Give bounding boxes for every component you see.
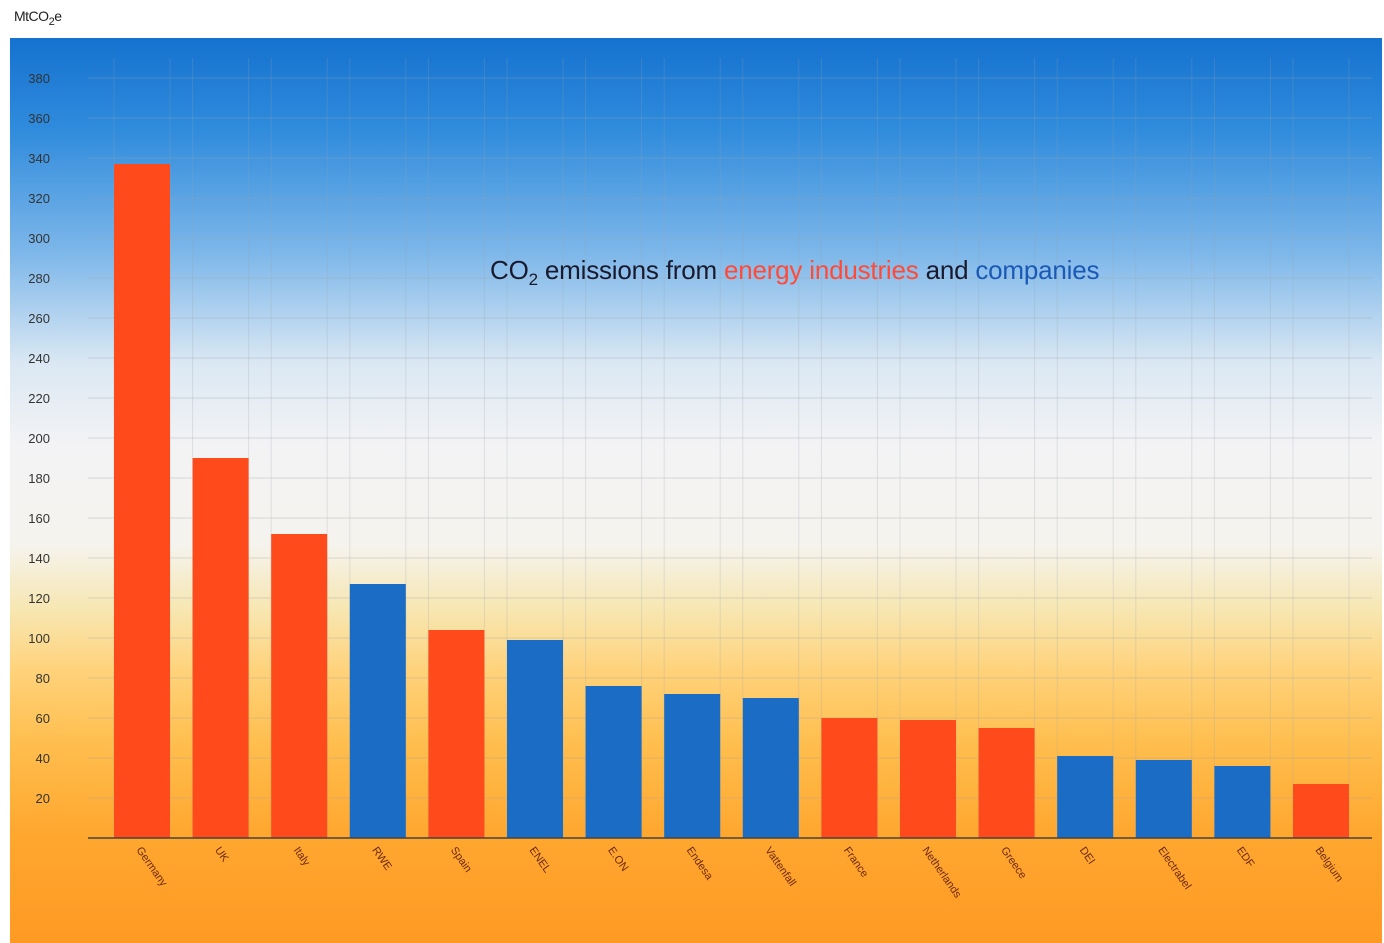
y-tick-label: 20: [36, 791, 50, 806]
x-tick-label: RWE: [369, 845, 393, 873]
y-tick-label: 360: [28, 111, 50, 126]
legend-companies: companies: [975, 255, 1100, 285]
bar-electrabel: [1135, 760, 1192, 838]
x-tick-label: Endesa: [684, 845, 716, 883]
bar-rwe: [349, 584, 406, 838]
y-tick-label: 260: [28, 311, 50, 326]
bar-vattenfall: [742, 698, 799, 838]
x-tick-label: Greece: [998, 845, 1029, 881]
y-tick-label: 220: [28, 391, 50, 406]
y-tick-label: 340: [28, 151, 50, 166]
x-tick-label: Germany: [134, 845, 170, 889]
bar-belgium: [1293, 784, 1349, 838]
bar-enel: [507, 640, 563, 838]
y-tick-label: 40: [36, 751, 50, 766]
x-tick-label: Netherlands: [920, 845, 964, 901]
bars: [114, 164, 1349, 838]
y-tick-label: 120: [28, 591, 50, 606]
legend-energy-industries: energy industries: [723, 255, 919, 285]
y-tick-label: 200: [28, 431, 50, 446]
bar-dei: [1057, 756, 1114, 838]
y-tick-label: 300: [28, 231, 50, 246]
y-tick-label: 160: [28, 511, 50, 526]
bar-germany: [114, 164, 170, 838]
y-tick-label: 140: [28, 551, 50, 566]
x-tick-label: E.ON: [605, 845, 630, 874]
y-tick-label: 180: [28, 471, 50, 486]
y-tick-label: 240: [28, 351, 50, 366]
bar-uk: [192, 458, 249, 838]
y-tick-label: 320: [28, 191, 50, 206]
bar-e-on: [585, 686, 642, 838]
x-tick-label: Spain: [448, 845, 474, 875]
y-tick-label: 100: [28, 631, 50, 646]
y-tick-label: 380: [28, 71, 50, 86]
x-tick-label: Vattenfall: [762, 845, 798, 889]
x-tick-label: France: [841, 845, 870, 880]
chart-title: CO2 emissions from energy industries and…: [490, 255, 1100, 290]
bar-edf: [1214, 766, 1271, 838]
x-tick-labels: Germany UK Italy RWE Spain ENEL E.ON Endesa Vatt…: [134, 845, 1346, 901]
x-tick-label: Italy: [291, 845, 313, 869]
bar-greece: [978, 728, 1035, 838]
bar-endesa: [664, 694, 721, 838]
y-axis-label: MtCO2e: [14, 8, 62, 28]
bar-spain: [428, 630, 485, 838]
bar-italy: [271, 534, 328, 838]
y-tick-label: 60: [36, 711, 50, 726]
x-tick-label: Electrabel: [1155, 845, 1193, 892]
bar-netherlands: [900, 720, 956, 838]
x-tick-label: Belgium: [1313, 845, 1346, 884]
y-tick-labels: 20 40 60 80 100 120 140 160 180 200 220 240 260 280 30…: [28, 71, 50, 806]
bar-france: [821, 718, 878, 838]
x-tick-label: EDF: [1234, 845, 1257, 870]
x-tick-label: DEI: [1077, 845, 1097, 867]
grid-lines: [88, 58, 1372, 838]
y-tick-label: 280: [28, 271, 50, 286]
x-tick-label: UK: [212, 845, 231, 865]
x-tick-label: ENEL: [527, 845, 553, 875]
y-tick-label: 80: [36, 671, 50, 686]
